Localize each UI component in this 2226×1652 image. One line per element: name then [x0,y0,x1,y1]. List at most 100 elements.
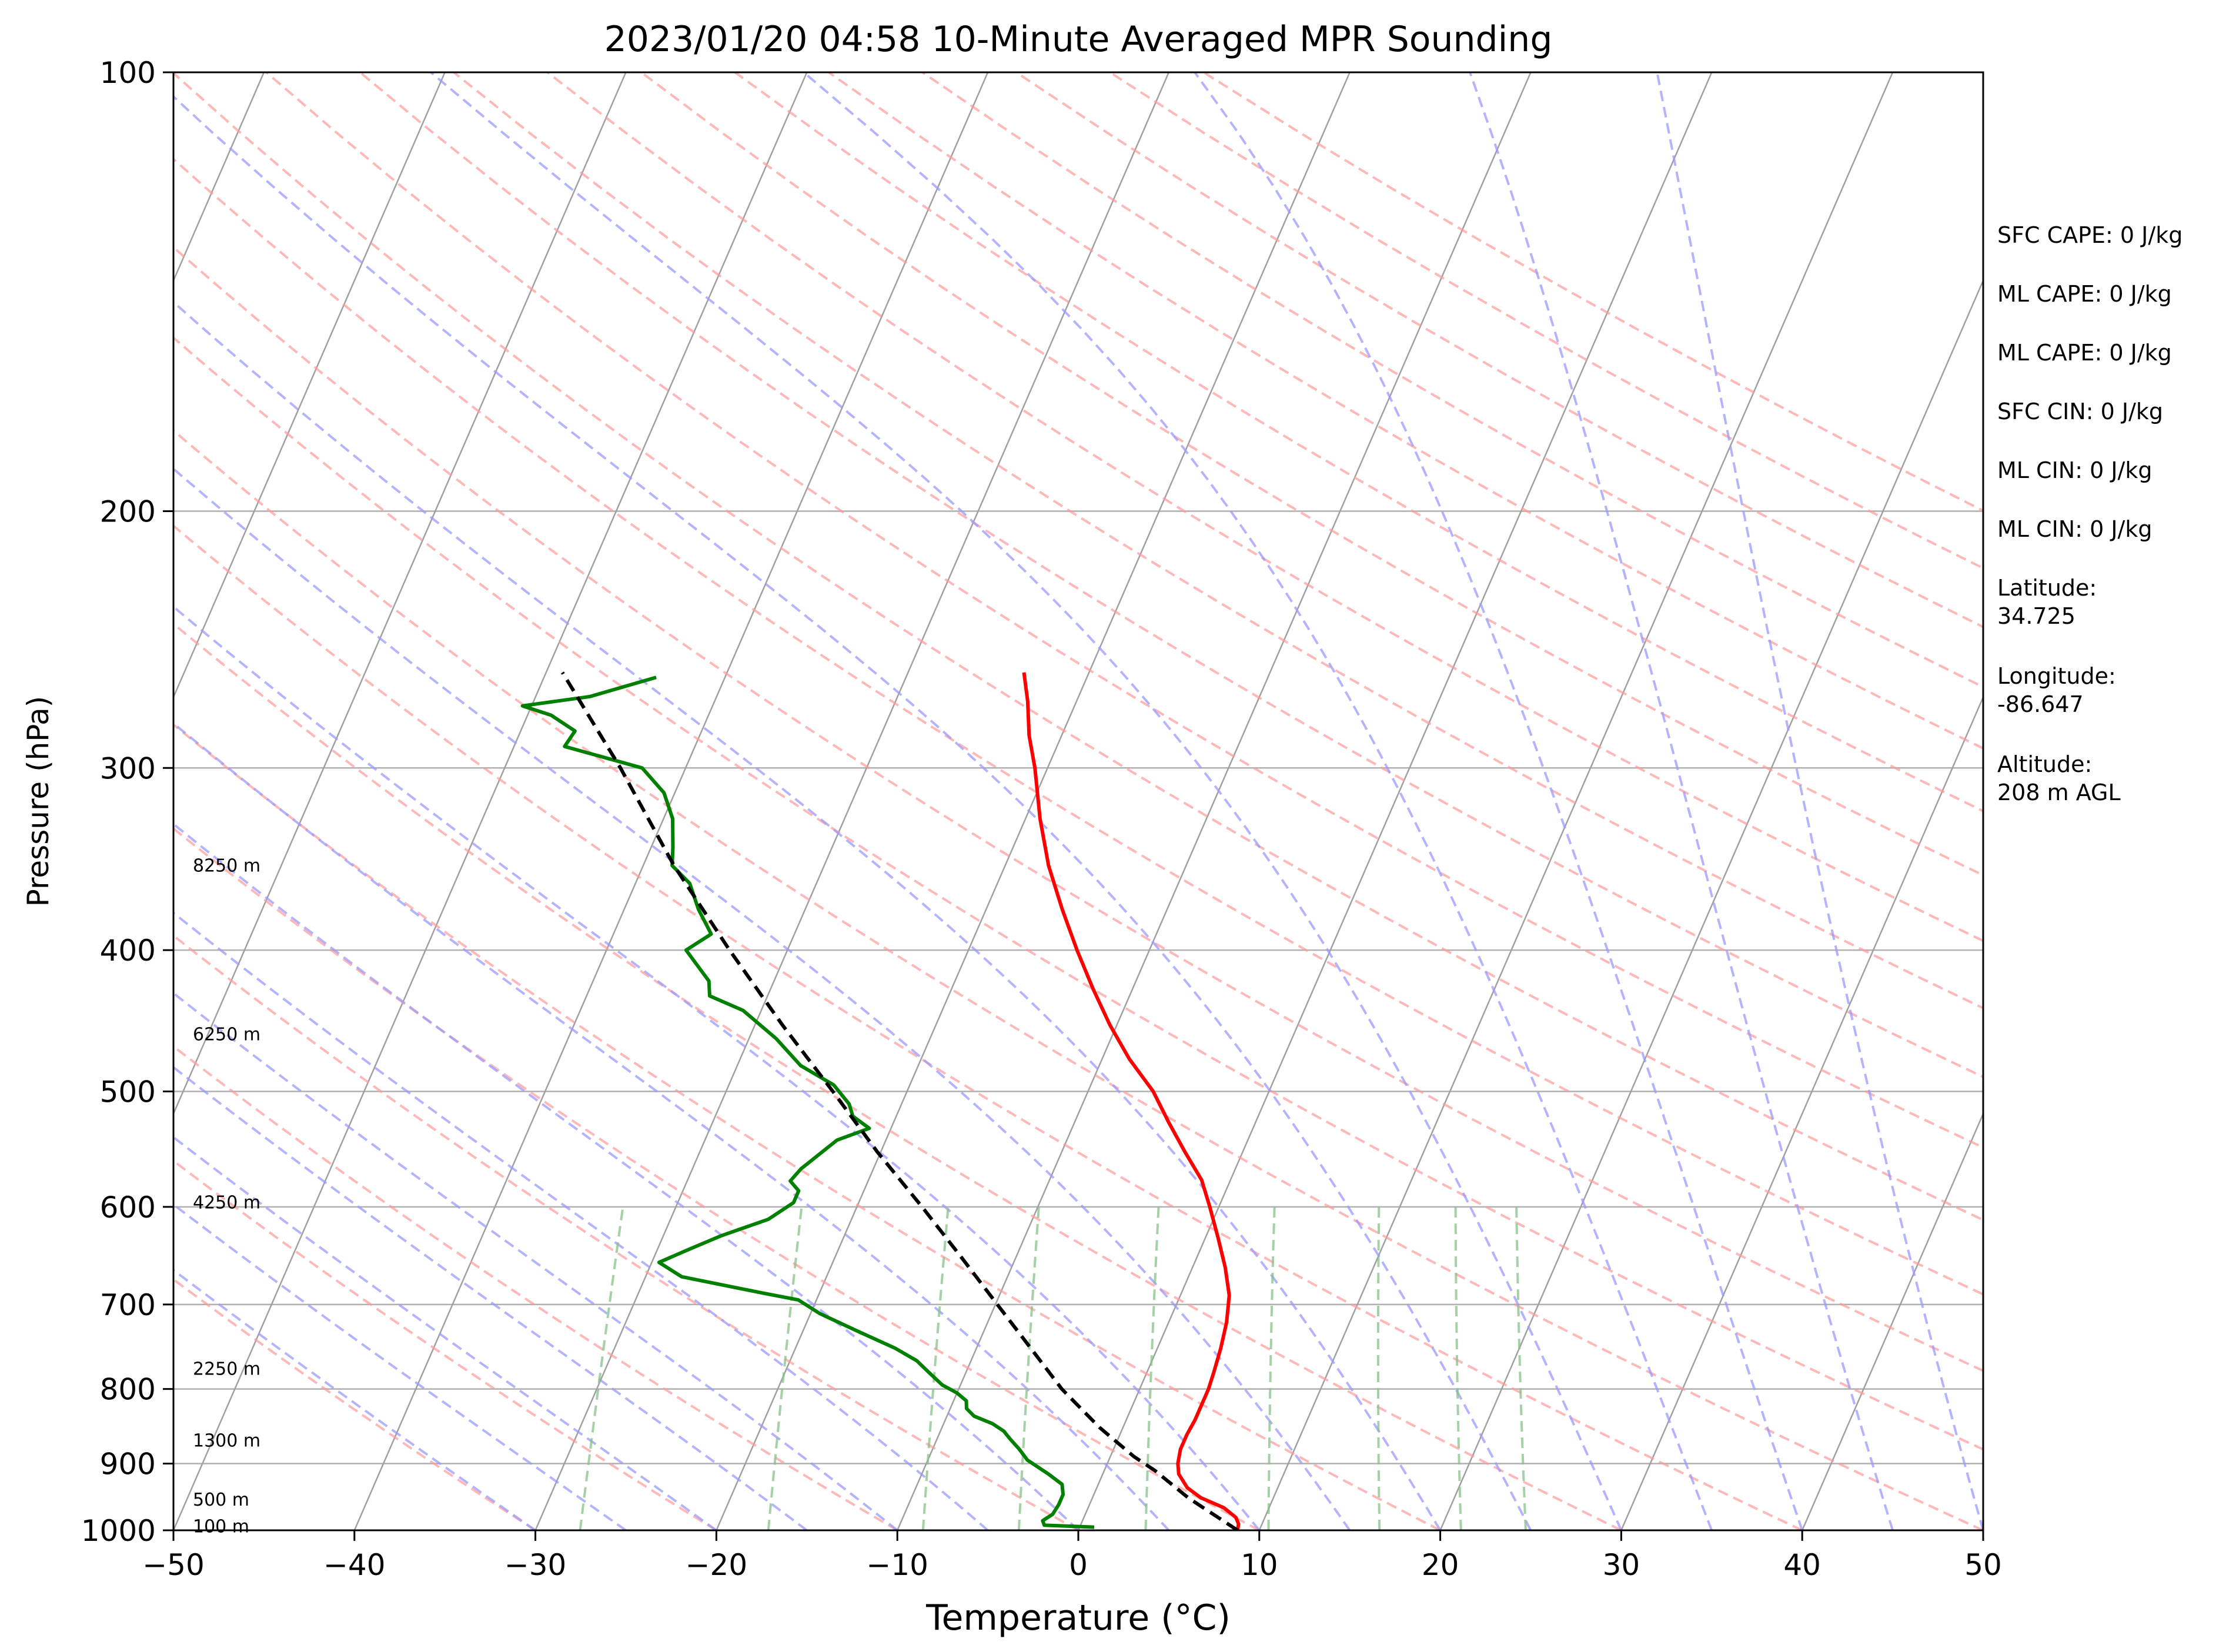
stats-line: ML CIN: 0 J/kg [1997,516,2152,542]
x-tick-label: 50 [1964,1548,2002,1582]
x-tick-label: −50 [142,1548,205,1582]
moist-adiabat [173,911,989,1530]
x-tick-label: 20 [1422,1548,1459,1582]
moist-adiabat [173,467,1351,1530]
dry-adiabat [173,524,1803,1530]
axis-ticks: −50 −40 −30 −20 −10 0 10 20 30 40 50 100 200 300 400 50… [81,56,2002,1582]
isotherm-line [353,72,989,1530]
moist-adiabat [1469,72,1894,1530]
stats-line: Latitude: [1997,575,2097,601]
height-label: 4250 m [193,1193,260,1213]
dry-adiabat [359,72,1983,1079]
mixing-ratio-line [1144,1206,1160,1530]
y-tick-label: 400 [100,934,156,968]
mixing-ratio-line [579,1206,624,1530]
mixing-ratio-line [1017,1206,1040,1530]
dry-adiabat [453,72,1983,1009]
height-label: 100 m [193,1517,249,1537]
dry-adiabat [173,622,1622,1530]
dry-adiabat [640,72,1983,877]
stats-line: ML CAPE: 0 J/kg [1997,340,2172,366]
x-tick-label: −20 [686,1548,748,1582]
y-tick-label: 500 [100,1075,156,1109]
sounding-stats: SFC CAPE: 0 J/kg ML CAPE: 0 J/kg ML CAPE: … [1997,222,2182,805]
dewpoint-line [520,675,1095,1529]
moist-adiabat [173,991,898,1530]
moist-adiabat [173,300,1442,1530]
y-tick-label: 300 [100,751,156,785]
mixing-ratio-line [1267,1206,1276,1530]
dry-adiabat [173,246,1983,1372]
stats-line: SFC CAPE: 0 J/kg [1997,222,2182,248]
dry-adiabat [921,72,1983,688]
y-axis-label: Pressure (hPa) [21,696,55,907]
isotherm-line [173,72,808,1530]
moist-adiabat [173,1135,717,1530]
dry-adiabat [173,72,1983,1222]
x-tick-label: 10 [1241,1548,1278,1582]
moist-adiabat [173,1065,808,1530]
stats-line: Altitude: [1997,751,2092,777]
height-label: 500 m [193,1490,249,1510]
y-tick-label: 900 [100,1447,156,1482]
moist-adiabat [1656,72,1983,1530]
parcel-line [561,671,1239,1530]
x-tick-label: −40 [323,1548,386,1582]
y-tick-label: 1000 [81,1514,156,1548]
moist-adiabat [173,95,1532,1530]
isotherm-line [1077,72,1713,1530]
dry-adiabat [173,827,1260,1530]
reference-lines [173,72,1983,1530]
dry-adiabat [173,723,1441,1530]
x-tick-label: −30 [504,1548,567,1582]
x-tick-label: 40 [1783,1548,1821,1582]
height-labels: 100 m 500 m 1300 m 2250 m 4250 m 6250 m 8250 m [193,855,260,1537]
isotherm-line [716,72,1351,1530]
height-label: 1300 m [193,1431,260,1452]
stats-line: ML CAPE: 0 J/kg [1997,281,2172,307]
isotherm-line [1620,695,1983,1530]
y-tick-label: 600 [100,1190,156,1225]
mixing-ratio-line [767,1206,803,1530]
stats-line: -86.647 [1997,691,2084,717]
moist-adiabat [173,822,1079,1530]
stats-line: 34.725 [1997,603,2075,629]
dry-adiabat [173,336,1983,1451]
mixing-ratio-line [1454,1206,1462,1530]
isotherm-line [173,72,627,1116]
data-series [520,671,1241,1530]
isotherm-line [1439,279,1983,1530]
height-label: 2250 m [193,1359,260,1379]
moist-adiabat [803,72,1713,1530]
moist-adiabat [173,721,1170,1530]
mixing-ratio-line [921,1206,950,1530]
x-tick-label: −10 [866,1548,928,1582]
dry-adiabat [173,1045,898,1530]
stats-line: Longitude: [1997,663,2116,689]
moist-adiabat [173,605,1261,1530]
mixing-ratio-line [1376,1206,1381,1530]
dry-adiabat [173,429,1983,1530]
isotherm-line [1258,72,1894,1530]
y-tick-label: 100 [100,56,156,90]
x-tick-label: 0 [1069,1548,1088,1582]
dry-adiabat [546,72,1983,942]
x-axis-label: Temperature (°C) [925,1597,1231,1638]
stats-line: 208 m AGL [1997,780,2121,805]
x-tick-label: 30 [1603,1548,1640,1582]
isotherm-line [897,72,1532,1530]
isotherm-line [173,72,446,699]
dry-adiabat [173,934,1079,1530]
isotherm-line [534,72,1170,1530]
y-tick-label: 800 [100,1373,156,1407]
height-label: 6250 m [193,1025,260,1045]
y-tick-label: 200 [100,495,156,529]
dry-adiabat [265,72,1983,1149]
temperature-line [1022,672,1241,1530]
moist-adiabat [430,72,1623,1530]
moist-adiabat [1194,72,1804,1530]
y-tick-label: 700 [100,1288,156,1322]
isotherm-line [1801,1112,1983,1530]
dry-adiabat [828,72,1983,750]
